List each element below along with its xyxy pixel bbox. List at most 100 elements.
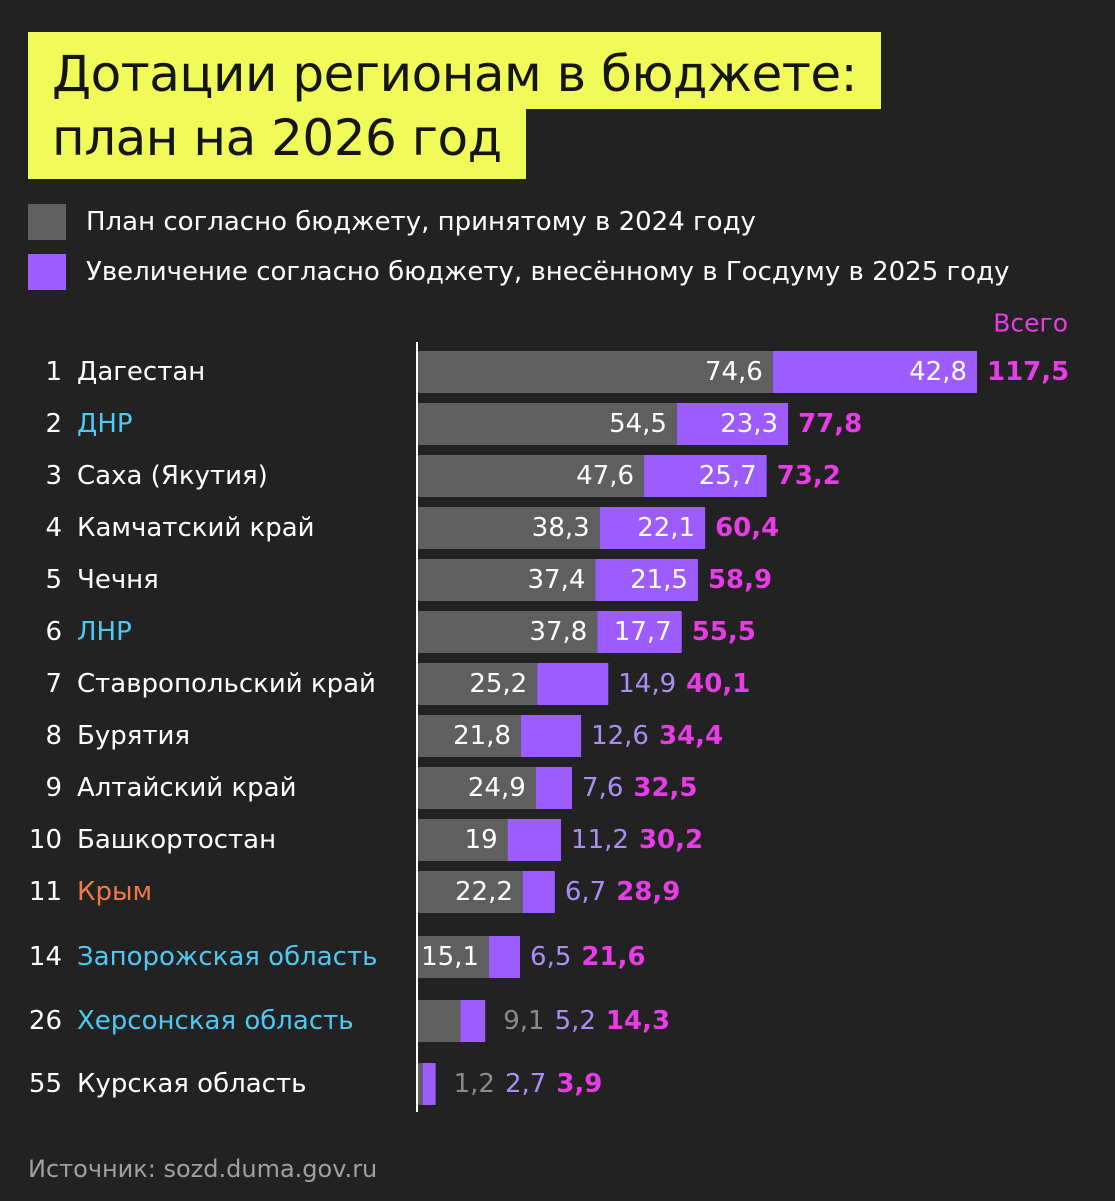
value-label-increase: 22,1 xyxy=(637,513,695,543)
value-label-increase: 23,3 xyxy=(720,409,778,439)
value-label-total: 3,9 xyxy=(556,1069,602,1099)
value-label-total: 58,9 xyxy=(708,565,772,595)
region-label: Башкортостан xyxy=(77,825,276,855)
value-label-base: 37,8 xyxy=(529,617,587,647)
rank-label: 14 xyxy=(29,942,62,972)
legend-swatch-base xyxy=(28,204,66,240)
value-label-base: 19 xyxy=(465,825,498,855)
rank-label: 3 xyxy=(45,461,62,491)
value-label-increase: 6,5 xyxy=(530,942,571,972)
legend-swatch-increase xyxy=(28,254,66,290)
value-label-base: 9,1 xyxy=(503,1006,544,1036)
region-label: Херсонская область xyxy=(77,1006,354,1036)
bar-base xyxy=(418,936,490,978)
value-label-increase: 7,6 xyxy=(582,773,623,803)
value-label-total: 55,5 xyxy=(692,617,756,647)
value-label-base: 37,4 xyxy=(528,565,586,595)
region-label: ДНР xyxy=(77,409,133,439)
rank-label: 1 xyxy=(45,357,62,387)
value-label-base: 22,2 xyxy=(455,877,513,907)
bar-increase xyxy=(535,767,573,809)
value-label-base: 47,6 xyxy=(576,461,634,491)
region-label: Запорожская область xyxy=(77,942,377,972)
bar-base xyxy=(418,1063,423,1105)
value-label-total: 40,1 xyxy=(686,669,750,699)
bar-increase xyxy=(520,715,582,757)
bar-base xyxy=(418,663,538,705)
value-label-base: 1,2 xyxy=(454,1069,495,1099)
legend-item-base: План согласно бюджету, принятому в 2024 … xyxy=(28,197,1009,247)
value-label-total: 117,5 xyxy=(987,357,1069,387)
bar-base xyxy=(418,351,773,393)
value-label-total: 28,9 xyxy=(616,877,680,907)
value-label-increase: 2,7 xyxy=(505,1069,546,1099)
bar-increase xyxy=(597,611,682,653)
bar-base xyxy=(418,1000,461,1042)
region-label: Бурятия xyxy=(77,721,190,751)
total-header: Всего xyxy=(993,309,1068,338)
region-label: Крым xyxy=(77,877,152,907)
value-label-total: 14,3 xyxy=(606,1006,670,1036)
page-title-line-1: Дотации регионам в бюджете: xyxy=(28,32,882,109)
region-label: Ставропольский край xyxy=(77,669,376,699)
value-label-increase: 25,7 xyxy=(699,461,757,491)
bar-base xyxy=(418,871,523,913)
value-label-increase: 6,7 xyxy=(565,877,606,907)
value-label-increase: 42,8 xyxy=(909,357,967,387)
value-label-base: 38,3 xyxy=(532,513,590,543)
rank-label: 2 xyxy=(45,409,62,439)
rank-label: 6 xyxy=(45,617,62,647)
bar-increase xyxy=(595,559,698,601)
page-title-line-2: план на 2026 год xyxy=(28,109,526,179)
value-label-total: 32,5 xyxy=(633,773,697,803)
region-label: Курская область xyxy=(77,1069,306,1099)
region-label: Алтайский край xyxy=(77,773,296,803)
bar-base xyxy=(418,819,508,861)
value-label-increase: 17,7 xyxy=(614,617,672,647)
bar-base xyxy=(418,767,536,809)
bar-increase xyxy=(507,819,562,861)
bar-base xyxy=(418,455,645,497)
value-label-base: 15,1 xyxy=(421,942,479,972)
value-label-increase: 14,9 xyxy=(618,669,676,699)
title-block: Дотации регионам в бюджете: план на 2026… xyxy=(28,32,882,179)
legend-item-increase: Увеличение согласно бюджету, внесённому … xyxy=(28,247,1009,297)
rank-label: 55 xyxy=(29,1069,62,1099)
rank-label: 8 xyxy=(45,721,62,751)
value-label-total: 77,8 xyxy=(798,409,862,439)
bar-base xyxy=(418,507,600,549)
value-label-increase: 21,5 xyxy=(630,565,688,595)
bar-increase xyxy=(489,936,521,978)
rank-label: 7 xyxy=(45,669,62,699)
bar-increase xyxy=(772,351,977,393)
value-label-increase: 12,6 xyxy=(591,721,649,751)
legend: План согласно бюджету, принятому в 2024 … xyxy=(28,197,1009,297)
region-label: Чечня xyxy=(77,565,159,595)
bar-base xyxy=(418,559,596,601)
value-label-total: 73,2 xyxy=(777,461,841,491)
bar-base xyxy=(418,715,521,757)
value-label-total: 21,6 xyxy=(581,942,645,972)
value-label-base: 54,5 xyxy=(609,409,667,439)
region-label: Саха (Якутия) xyxy=(77,461,268,491)
bar-increase xyxy=(522,871,555,913)
bar-increase xyxy=(599,507,706,549)
bar-increase xyxy=(422,1063,436,1105)
value-label-total: 60,4 xyxy=(715,513,779,543)
value-label-total: 30,2 xyxy=(639,825,703,855)
legend-label-increase: Увеличение согласно бюджету, внесённому … xyxy=(86,257,1010,287)
region-label: ЛНР xyxy=(77,617,132,647)
legend-label-base: План согласно бюджету, принятому в 2024 … xyxy=(86,207,756,237)
value-label-total: 34,4 xyxy=(659,721,723,751)
value-label-base: 25,2 xyxy=(469,669,527,699)
region-label: Камчатский край xyxy=(77,513,315,543)
rank-label: 11 xyxy=(29,877,62,907)
value-label-base: 24,9 xyxy=(468,773,526,803)
rank-label: 4 xyxy=(45,513,62,543)
value-label-base: 21,8 xyxy=(453,721,511,751)
rank-label: 10 xyxy=(29,825,62,855)
rank-label: 5 xyxy=(45,565,62,595)
bar-increase xyxy=(676,403,789,445)
value-label-base: 74,6 xyxy=(705,357,763,387)
